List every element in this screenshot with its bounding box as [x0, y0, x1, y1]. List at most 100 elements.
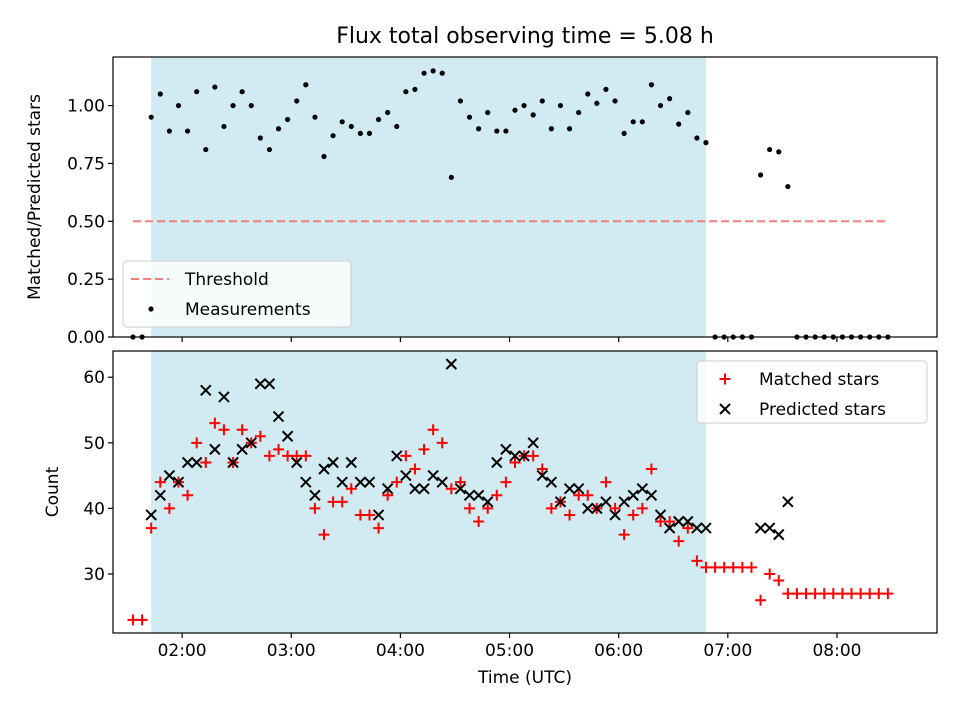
- data-point: [654, 509, 667, 521]
- data-point: [273, 443, 285, 455]
- data-point: [609, 509, 621, 521]
- y-tick-label: 0.75: [67, 154, 105, 174]
- data-point: [412, 86, 418, 92]
- axes-frame: [112, 56, 938, 338]
- data-point: [294, 98, 300, 104]
- data-point: [463, 489, 476, 501]
- data-point: [318, 463, 330, 475]
- data-point: [427, 469, 439, 482]
- data-point: [194, 89, 200, 95]
- data-point: [445, 483, 457, 495]
- data-point: [145, 509, 157, 521]
- data-point: [184, 128, 191, 134]
- data-point: [509, 450, 521, 462]
- data-point: [291, 456, 303, 469]
- data-point: [882, 588, 894, 600]
- data-point: [618, 496, 630, 508]
- data-point: [154, 476, 166, 488]
- data-point: [466, 114, 473, 120]
- x-tick-label: 07:00: [703, 641, 752, 661]
- data-point: [191, 437, 203, 449]
- data-point: [582, 489, 594, 501]
- legend-marker: [719, 373, 731, 385]
- data-point: [530, 112, 536, 118]
- data-point: [767, 146, 773, 153]
- data-point: [594, 100, 600, 106]
- data-point: [585, 91, 591, 97]
- data-point: [239, 89, 245, 95]
- data-point: [409, 463, 421, 475]
- data-point: [254, 378, 267, 390]
- data-point: [785, 183, 791, 190]
- data-point: [363, 509, 375, 521]
- data-point: [773, 575, 785, 587]
- data-point: [491, 489, 503, 501]
- y-tick-label: 0.50: [67, 212, 105, 232]
- data-point: [266, 146, 273, 153]
- data-point: [172, 476, 185, 488]
- data-point: [275, 126, 282, 132]
- data-point: [591, 502, 603, 515]
- data-point: [518, 450, 530, 462]
- data-point: [557, 102, 564, 109]
- data-point: [418, 443, 430, 455]
- data-point: [755, 594, 767, 606]
- data-point: [263, 450, 275, 462]
- data-point: [439, 70, 445, 76]
- data-point: [509, 456, 521, 468]
- data-point: [157, 91, 163, 97]
- series-measurements: [130, 68, 891, 340]
- y-tick-label: 50: [83, 434, 105, 454]
- legend-marker: [148, 306, 154, 312]
- data-point: [300, 476, 312, 488]
- data-point: [627, 489, 639, 501]
- data-point: [673, 535, 685, 547]
- data-point: [312, 114, 318, 120]
- legend-box: [696, 360, 928, 424]
- data-point: [330, 133, 336, 139]
- legend: Matched stars Predicted stars: [696, 360, 928, 424]
- x-axis-label: Time (UTC): [477, 668, 572, 688]
- data-point: [600, 476, 612, 488]
- legend-label: Matched stars: [759, 370, 879, 390]
- data-point: [418, 483, 430, 495]
- data-point: [321, 153, 327, 160]
- data-point: [636, 483, 649, 495]
- data-point: [776, 149, 782, 155]
- data-point: [345, 456, 357, 469]
- data-point: [503, 128, 509, 134]
- data-point: [645, 489, 658, 501]
- data-point: [263, 378, 276, 390]
- data-point: [564, 509, 576, 521]
- data-point: [485, 109, 491, 116]
- bottom-panel: 30 40 50 60 02:00 03:00 04:00 05:00 06:00 07:00 08…: [43, 350, 938, 688]
- data-point: [636, 502, 648, 514]
- data-point: [363, 476, 376, 488]
- data-point: [209, 443, 221, 456]
- y-tick-label: 40: [83, 499, 105, 519]
- data-point: [272, 410, 285, 423]
- data-point: [745, 561, 757, 573]
- data-point: [373, 522, 385, 534]
- data-point: [457, 98, 464, 104]
- data-point: [491, 456, 503, 469]
- series-predicted-stars: [145, 358, 794, 541]
- data-point: [663, 522, 676, 534]
- data-point: [676, 121, 682, 127]
- data-point: [212, 84, 218, 90]
- data-point: [682, 515, 694, 528]
- data-point: [436, 437, 448, 449]
- data-point: [357, 130, 363, 136]
- data-point: [682, 522, 694, 534]
- data-point: [391, 476, 403, 488]
- data-point: [764, 568, 776, 580]
- data-point: [648, 82, 655, 88]
- data-point: [190, 456, 203, 469]
- data-point: [645, 463, 657, 475]
- x-tick-label: 08:00: [812, 641, 861, 661]
- data-point: [427, 424, 439, 436]
- data-point: [421, 70, 427, 76]
- data-point: [318, 529, 330, 541]
- data-point: [473, 516, 485, 528]
- figure-title: Flux total observing time = 5.08 h: [336, 24, 714, 49]
